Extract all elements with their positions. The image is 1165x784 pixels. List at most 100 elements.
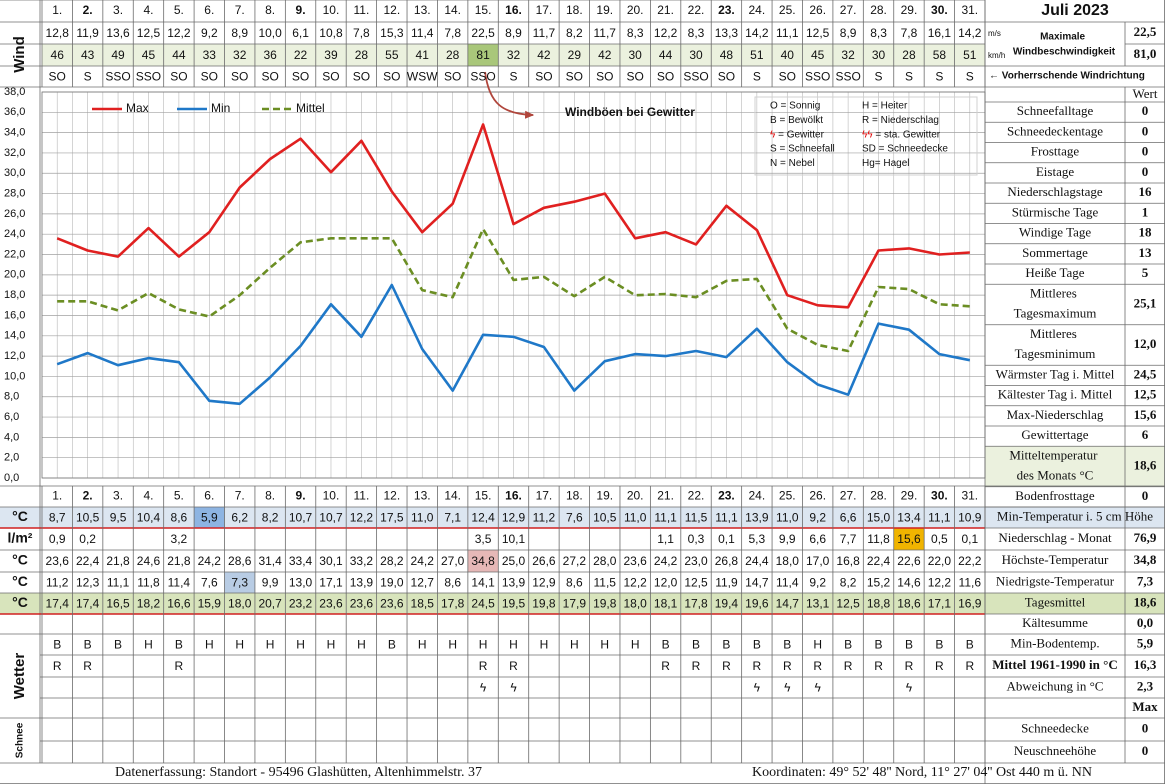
cell-value: B xyxy=(935,638,943,652)
cell-value: 21,8 xyxy=(106,554,130,568)
cell-value: 12,2 xyxy=(928,576,952,590)
day-label: 2. xyxy=(83,3,93,17)
cell-value: 28,6 xyxy=(228,554,252,568)
cell-value: R xyxy=(753,659,762,673)
cell-value: 12,2 xyxy=(654,26,678,40)
cell-value: 6,6 xyxy=(809,532,826,546)
cell-value: 16,5 xyxy=(106,597,130,611)
cell-highlight xyxy=(467,44,499,66)
cell-value: R xyxy=(813,659,822,673)
cell-value: 9,2 xyxy=(201,26,218,40)
cell-value: 29 xyxy=(568,48,582,62)
cell-value: 10,1 xyxy=(502,532,526,546)
cell-value: 12,2 xyxy=(350,511,374,525)
day-label: 12. xyxy=(383,489,400,503)
cell-value: 12,2 xyxy=(623,576,647,590)
cell-value: R xyxy=(783,659,792,673)
cell-value: SO xyxy=(566,70,583,84)
day-label: 16. xyxy=(505,3,522,17)
day-label: 2. xyxy=(83,489,93,503)
cell-value: 13,9 xyxy=(502,576,526,590)
cell-value: 11,7 xyxy=(533,26,556,40)
cell-value: 8,7 xyxy=(49,511,66,525)
symbol-legend-item: ϟϟ = sta. Gewitter xyxy=(862,129,941,140)
cell-value: SSO xyxy=(136,70,161,84)
day-label: 20. xyxy=(627,3,644,17)
symbol-legend-item: R = Niederschlag xyxy=(862,115,939,126)
day-label: 17. xyxy=(536,3,553,17)
cell-value: 6,1 xyxy=(292,26,309,40)
legend-label: Mittel xyxy=(296,101,325,115)
text-line: des Monats °C xyxy=(1017,467,1094,482)
side-label: Min-Temperatur i. 5 cm Höhe xyxy=(997,508,1153,523)
cell-value: S xyxy=(84,70,92,84)
day-label: 1. xyxy=(52,489,62,503)
day-label: 15. xyxy=(475,489,492,503)
max-wind-value: 22,5 xyxy=(1134,24,1157,39)
cell-value: 14,7 xyxy=(776,597,800,611)
stat-bg xyxy=(985,446,1165,487)
cell-value: 12,5 xyxy=(806,26,830,40)
cell-value: 7,6 xyxy=(201,576,218,590)
cell-value: B xyxy=(875,638,883,652)
cell-value: 14,7 xyxy=(745,576,769,590)
cell-value: SSO xyxy=(470,70,495,84)
row-bg xyxy=(0,507,1165,528)
cell-value: ϟ xyxy=(480,681,487,695)
stat-value: 1 xyxy=(1142,204,1149,219)
cell-value: 33,4 xyxy=(289,554,313,568)
cell-value: ϟ xyxy=(784,681,791,695)
day-label: 7. xyxy=(235,489,245,503)
cell-value: H xyxy=(418,638,427,652)
cell-value: 16,1 xyxy=(928,26,952,40)
row-label: °C xyxy=(12,594,28,610)
y-tick-label: 14,0 xyxy=(4,330,25,342)
row-bg xyxy=(42,44,985,66)
stat-value: 15,6 xyxy=(1134,407,1157,422)
max-wind-value: 81,0 xyxy=(1134,46,1157,61)
cell-value: 7,3 xyxy=(231,576,248,590)
y-tick-label: 38,0 xyxy=(4,86,25,98)
day-label: 30. xyxy=(931,3,948,17)
side-label: Niedrigste-Temperatur xyxy=(996,573,1115,588)
day-label: 28. xyxy=(870,3,887,17)
y-tick-label: 12,0 xyxy=(4,350,25,362)
cell-value: SSO xyxy=(835,70,860,84)
cell-value: 22,2 xyxy=(958,554,982,568)
cell-value: 12,5 xyxy=(836,597,860,611)
symbol-legend-item: O = Sonnig xyxy=(770,101,820,112)
stat-value: 0 xyxy=(1142,144,1149,159)
footer-text: Datenerfassung: Standort - 95496 Glashüt… xyxy=(115,765,482,780)
cell-value: H xyxy=(570,638,579,652)
cell-value: 39 xyxy=(324,48,338,62)
cell-value: R xyxy=(905,659,914,673)
y-tick-label: 24,0 xyxy=(4,228,25,240)
cell-value: R xyxy=(874,659,883,673)
cell-value: 12,8 xyxy=(46,26,70,40)
max-wind-label: Maximale Windbeschwindigkeit xyxy=(1013,31,1116,57)
cell-value: H xyxy=(813,638,822,652)
y-tick-label: 0,0 xyxy=(4,472,19,484)
day-label: 11. xyxy=(354,489,370,503)
day-label: 7. xyxy=(235,3,245,17)
cell-value: 8,3 xyxy=(688,26,705,40)
cell-value: R xyxy=(844,659,853,673)
stat-label: Windige Tage xyxy=(1019,225,1092,240)
cell-value: 24,5 xyxy=(471,597,495,611)
cell-value: SO xyxy=(170,70,187,84)
cell-value: SSO xyxy=(683,70,708,84)
cell-value: SSO xyxy=(805,70,830,84)
cell-value: 19,5 xyxy=(502,597,526,611)
cell-value: 9,2 xyxy=(809,576,826,590)
cell-value: 46 xyxy=(51,48,65,62)
cell-value: S xyxy=(509,70,517,84)
cell-value: H xyxy=(509,638,518,652)
day-label: 16. xyxy=(505,489,522,503)
cell-value: 12,9 xyxy=(502,511,526,525)
cell-value: 24,4 xyxy=(745,554,769,568)
cell-value: ϟ xyxy=(510,681,517,695)
cell-value: SO xyxy=(383,70,400,84)
cell-value: R xyxy=(175,659,184,673)
side-value: 0,0 xyxy=(1137,615,1153,630)
